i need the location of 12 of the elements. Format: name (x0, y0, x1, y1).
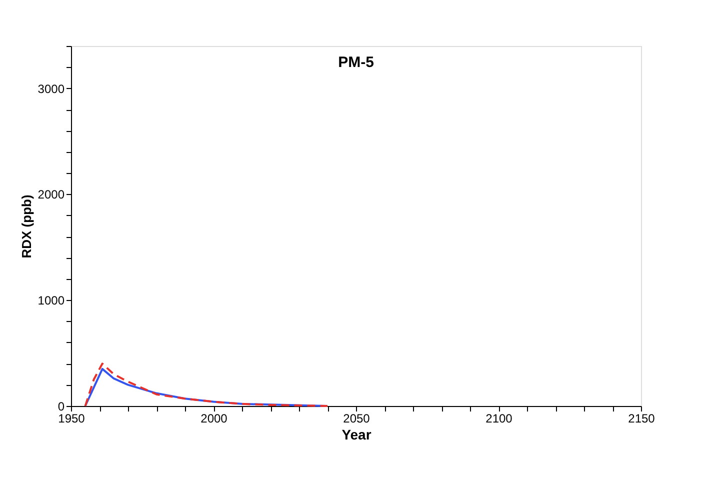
y-axis-title: RDX (ppb) (18, 194, 34, 258)
x-axis-title: Year (342, 426, 372, 442)
y-tick-label: 3000 (38, 82, 65, 96)
x-tick-label: 2050 (343, 412, 370, 426)
y-tick-label: 2000 (38, 188, 65, 202)
x-tick-label: 2150 (628, 412, 656, 426)
text: PM-5 (338, 54, 374, 71)
x-tick-label: 1950 (58, 412, 86, 426)
y-tick-label: 0 (58, 400, 65, 414)
y-tick-label: 1000 (38, 294, 65, 308)
x-tick-label: 2000 (200, 412, 228, 426)
x-tick-label: 2100 (486, 412, 513, 426)
